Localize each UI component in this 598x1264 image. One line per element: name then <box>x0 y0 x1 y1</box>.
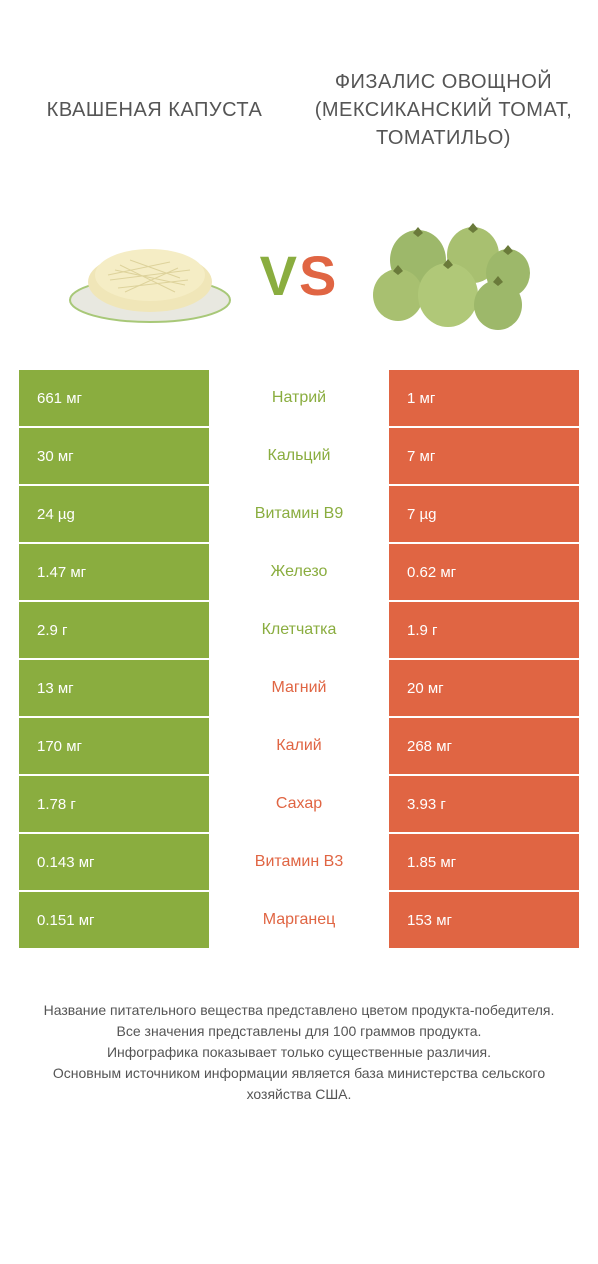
images-row: VS <box>0 200 598 370</box>
table-row: 0.143 мгВитамин B31.85 мг <box>19 834 579 892</box>
vs-v: V <box>260 244 299 307</box>
table-row: 661 мгНатрий1 мг <box>19 370 579 428</box>
value-left: 24 µg <box>19 486 209 542</box>
table-row: 13 мгМагний20 мг <box>19 660 579 718</box>
vs-s: S <box>299 244 338 307</box>
value-left: 0.143 мг <box>19 834 209 890</box>
value-left: 13 мг <box>19 660 209 716</box>
footer-notes: Название питательного вещества представл… <box>19 1000 579 1105</box>
food-left-image <box>55 210 245 340</box>
value-right: 3.93 г <box>389 776 579 832</box>
food-left-title: Квашеная капуста <box>10 96 299 124</box>
footer-line: Все значения представлены для 100 граммо… <box>29 1021 569 1042</box>
nutrient-label: Магний <box>209 660 389 716</box>
table-row: 1.78 гСахар3.93 г <box>19 776 579 834</box>
value-left: 1.78 г <box>19 776 209 832</box>
nutrient-label: Железо <box>209 544 389 600</box>
table-row: 24 µgВитамин B97 µg <box>19 486 579 544</box>
table-row: 2.9 гКлетчатка1.9 г <box>19 602 579 660</box>
table-row: 0.151 мгМарганец153 мг <box>19 892 579 950</box>
food-right-image <box>353 210 543 340</box>
nutrient-label: Клетчатка <box>209 602 389 658</box>
titles-row: Квашеная капуста Физалис овощной (Мексик… <box>0 0 598 200</box>
table-row: 1.47 мгЖелезо0.62 мг <box>19 544 579 602</box>
value-left: 170 мг <box>19 718 209 774</box>
value-left: 2.9 г <box>19 602 209 658</box>
nutrient-label: Витамин B3 <box>209 834 389 890</box>
value-right: 153 мг <box>389 892 579 948</box>
value-right: 1.85 мг <box>389 834 579 890</box>
comparison-table: 661 мгНатрий1 мг30 мгКальций7 мг24 µgВит… <box>19 370 579 950</box>
value-right: 7 µg <box>389 486 579 542</box>
footer-line: Название питательного вещества представл… <box>29 1000 569 1021</box>
table-row: 170 мгКалий268 мг <box>19 718 579 776</box>
nutrient-label: Сахар <box>209 776 389 832</box>
value-right: 1 мг <box>389 370 579 426</box>
value-left: 30 мг <box>19 428 209 484</box>
value-right: 1.9 г <box>389 602 579 658</box>
vs-label: VS <box>260 243 339 308</box>
nutrient-label: Натрий <box>209 370 389 426</box>
footer-line: Инфографика показывает только существенн… <box>29 1042 569 1063</box>
nutrient-label: Калий <box>209 718 389 774</box>
value-right: 268 мг <box>389 718 579 774</box>
value-right: 20 мг <box>389 660 579 716</box>
nutrient-label: Кальций <box>209 428 389 484</box>
nutrient-label: Марганец <box>209 892 389 948</box>
value-right: 7 мг <box>389 428 579 484</box>
value-left: 661 мг <box>19 370 209 426</box>
value-left: 1.47 мг <box>19 544 209 600</box>
value-right: 0.62 мг <box>389 544 579 600</box>
value-left: 0.151 мг <box>19 892 209 948</box>
table-row: 30 мгКальций7 мг <box>19 428 579 486</box>
footer-line: Основным источником информации является … <box>29 1063 569 1105</box>
food-right-title: Физалис овощной (Мексиканский томат, Том… <box>299 68 588 152</box>
nutrient-label: Витамин B9 <box>209 486 389 542</box>
